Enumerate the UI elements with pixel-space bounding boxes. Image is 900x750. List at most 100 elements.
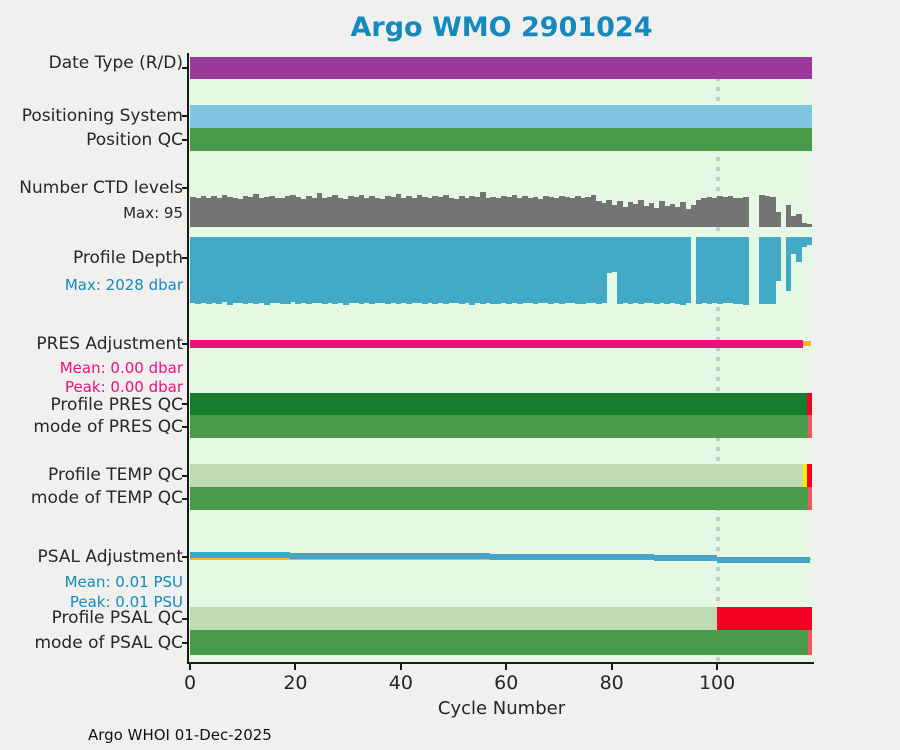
line-segment-psal_adjustment [190, 552, 291, 558]
bar-profile_depth [769, 237, 776, 304]
bar-ctd_levels [305, 195, 312, 227]
bar-profile_depth [711, 237, 718, 303]
bar-profile_depth [353, 237, 360, 303]
bar-profile_depth [406, 237, 412, 304]
strip-segment-date_type [190, 57, 812, 79]
bar-ctd_levels [385, 195, 391, 227]
bar-ctd_levels [237, 198, 244, 227]
bar-ctd_levels [279, 198, 286, 227]
bar-profile_depth [706, 237, 713, 304]
bar-profile_depth [400, 237, 407, 303]
strip-segment-position_qc [190, 128, 812, 151]
bar-profile_depth [627, 237, 634, 304]
x-tick [505, 664, 508, 670]
bar-ctd_levels [785, 205, 792, 227]
bar-profile_depth [232, 237, 238, 304]
bar-ctd_levels [701, 197, 708, 227]
bar-profile_depth [348, 237, 354, 304]
bar-profile_depth [342, 237, 349, 305]
bar-profile_depth [796, 237, 802, 263]
bar-ctd_levels [337, 197, 344, 227]
bar-profile_depth [527, 237, 534, 304]
row-label-pres-adjustment: PRES Adjustment [36, 334, 183, 354]
bar-ctd_levels [632, 204, 639, 227]
bar-ctd_levels [190, 196, 196, 227]
line-segment-psal_adjustment [717, 557, 810, 563]
bar-ctd_levels [321, 198, 328, 227]
strip-segment-mode_pres_qc [190, 415, 808, 438]
y-tick [182, 556, 188, 558]
x-tick [399, 664, 402, 670]
x-tick [716, 664, 719, 670]
bar-ctd_levels [469, 195, 476, 227]
bar-profile_depth [358, 237, 365, 305]
bar-profile_depth [696, 237, 702, 304]
x-tick-label: 20 [283, 672, 308, 694]
bar-ctd_levels [696, 199, 702, 227]
bar-ctd_levels [743, 196, 750, 227]
x-tick-label: 0 [183, 672, 197, 694]
bar-profile_depth [801, 237, 808, 247]
bar-ctd_levels [685, 209, 692, 227]
bar-ctd_levels [332, 195, 339, 227]
bar-ctd_levels [432, 195, 439, 227]
bar-ctd_levels [506, 197, 513, 227]
line-segment-psal_adjustment [290, 553, 491, 559]
bar-profile_depth [269, 237, 275, 304]
x-tick [189, 664, 191, 670]
bar-ctd_levels [643, 205, 650, 227]
bar-profile_depth [490, 237, 497, 304]
bar-profile_depth [485, 237, 491, 303]
bar-ctd_levels [416, 195, 423, 227]
bar-ctd_levels [211, 196, 217, 227]
line-segment-psal_adjustment [653, 555, 718, 561]
bar-ctd_levels [653, 207, 660, 227]
bar-ctd_levels [495, 198, 502, 227]
bar-ctd_levels [706, 196, 713, 227]
bar-ctd_levels [532, 196, 539, 227]
bar-ctd_levels [269, 195, 275, 227]
bar-ctd_levels [290, 194, 296, 227]
strip-segment-profile_psal_qc [190, 607, 718, 630]
bar-profile_depth [506, 237, 513, 304]
bar-ctd_levels [580, 197, 586, 227]
row-label-mode-temp-qc: mode of TEMP QC [30, 488, 183, 508]
bar-profile_depth [601, 237, 607, 304]
bar-profile_depth [643, 237, 650, 304]
bar-ctd_levels [527, 197, 534, 227]
bar-ctd_levels [775, 211, 781, 227]
bar-ctd_levels [295, 197, 302, 227]
bar-profile_depth [379, 237, 386, 304]
bar-profile_depth [427, 237, 433, 304]
bar-ctd_levels [622, 206, 628, 227]
bar-profile_depth [195, 237, 202, 304]
sublabel-ctd-max: Max: 95 [123, 204, 183, 222]
strip-segment-mode_temp_qc [190, 487, 808, 510]
bar-profile_depth [200, 237, 207, 303]
y-tick [182, 475, 188, 477]
bar-profile_depth [522, 237, 528, 303]
bar-profile_depth [458, 237, 465, 304]
bar-profile_depth [511, 237, 518, 304]
bar-profile_depth [411, 237, 418, 304]
bar-ctd_levels [732, 197, 739, 227]
bar-ctd_levels [511, 195, 518, 227]
bar-ctd_levels [796, 214, 802, 227]
bar-ctd_levels [232, 197, 238, 227]
bar-profile_depth [216, 237, 223, 304]
bar-profile_depth [479, 237, 486, 304]
bar-profile_depth [664, 237, 671, 304]
line-segment-psal_adjustment [490, 554, 654, 560]
bar-profile_depth [237, 237, 244, 303]
bar-ctd_levels [669, 203, 676, 227]
bar-ctd_levels [680, 202, 686, 227]
bar-ctd_levels [242, 195, 249, 227]
bar-ctd_levels [553, 198, 560, 227]
bar-profile_depth [242, 237, 249, 305]
bar-ctd_levels [548, 196, 555, 227]
row-label-ctd-levels: Number CTD levels [19, 178, 183, 198]
bar-profile_depth [764, 237, 771, 304]
bar-ctd_levels [427, 198, 433, 227]
bar-ctd_levels [543, 195, 549, 227]
bar-ctd_levels [569, 198, 576, 227]
